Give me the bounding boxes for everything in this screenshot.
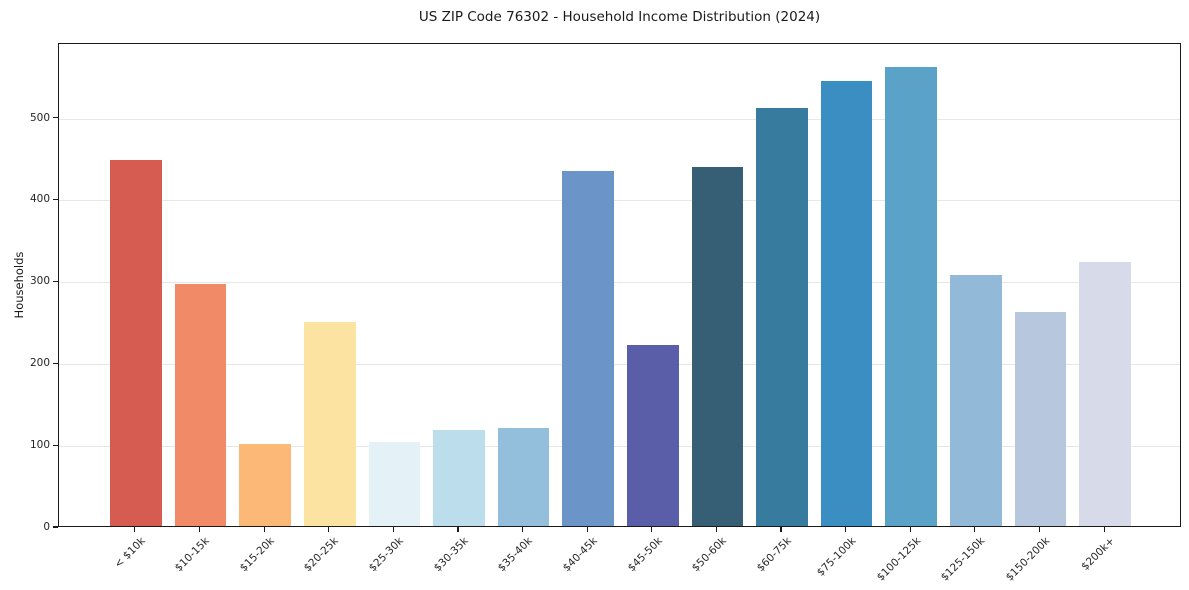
bar (950, 275, 1002, 526)
x-tick-label: $60-75k (754, 535, 794, 575)
gridline (59, 118, 1180, 120)
gridline (59, 200, 1180, 202)
x-tick-mark (586, 527, 588, 532)
y-tick-mark (53, 526, 58, 528)
bar (885, 66, 938, 526)
x-tick-mark (198, 527, 201, 532)
y-tick-label: 0 (43, 521, 50, 533)
x-tick-mark (263, 527, 265, 532)
x-tick-label: $200k+ (1078, 535, 1117, 573)
x-tick-mark (521, 527, 524, 532)
y-tick-mark (53, 280, 58, 282)
x-tick-label: $15-20k (237, 535, 277, 575)
y-tick-label: 500 (29, 111, 50, 124)
gridline (59, 446, 1180, 448)
x-tick-mark (392, 527, 394, 532)
x-tick-mark (974, 527, 976, 532)
x-tick-label: $150-200k (1003, 535, 1052, 584)
bar (820, 80, 873, 526)
y-tick-mark (53, 116, 58, 119)
y-tick-mark (53, 198, 58, 200)
gridline (59, 364, 1180, 366)
x-tick-mark (134, 527, 136, 532)
y-tick-mark (53, 362, 58, 364)
x-tick-label: $50-60k (689, 535, 729, 575)
bar (433, 430, 485, 526)
y-tick-label: 200 (29, 357, 50, 370)
x-tick-label: $100-125k (874, 535, 923, 584)
y-tick-label: 100 (29, 439, 50, 452)
x-tick-label: $10-15k (172, 535, 213, 575)
x-tick-mark (457, 527, 459, 532)
x-tick-mark (1038, 527, 1041, 532)
x-tick-label: $125-150k (938, 535, 988, 584)
bar (497, 427, 550, 526)
bar (626, 345, 679, 526)
bar (691, 167, 744, 526)
bar (368, 442, 421, 526)
x-tick-label: $40-45k (560, 535, 600, 575)
x-tick-mark (1103, 527, 1105, 532)
bar (174, 283, 227, 526)
bar (562, 170, 615, 526)
x-tick-label: < $10k (111, 535, 148, 571)
plot-area (58, 43, 1181, 527)
bar (303, 322, 356, 526)
x-tick-mark (651, 527, 653, 532)
y-tick-label: 300 (29, 275, 50, 288)
bar (1014, 312, 1067, 526)
x-tick-mark (328, 527, 330, 532)
x-tick-mark (715, 527, 717, 532)
x-tick-label: $20-25k (302, 535, 342, 575)
bar (239, 444, 291, 526)
x-tick-label: $45-50k (625, 535, 665, 575)
gridline (59, 282, 1180, 284)
x-tick-mark (909, 527, 911, 532)
bar (756, 107, 808, 526)
x-tick-mark (780, 527, 782, 532)
y-tick-mark (53, 444, 58, 446)
bar (1079, 262, 1131, 526)
x-tick-label: $30-35k (431, 535, 471, 575)
bar (110, 159, 162, 526)
chart-title: US ZIP Code 76302 - Household Income Dis… (418, 9, 821, 25)
y-tick-label: 400 (29, 193, 50, 206)
x-tick-label: $75-100k (814, 535, 859, 579)
x-tick-mark (845, 527, 847, 532)
x-tick-label: $25-30k (366, 535, 406, 575)
x-tick-label: $35-40k (495, 535, 536, 575)
